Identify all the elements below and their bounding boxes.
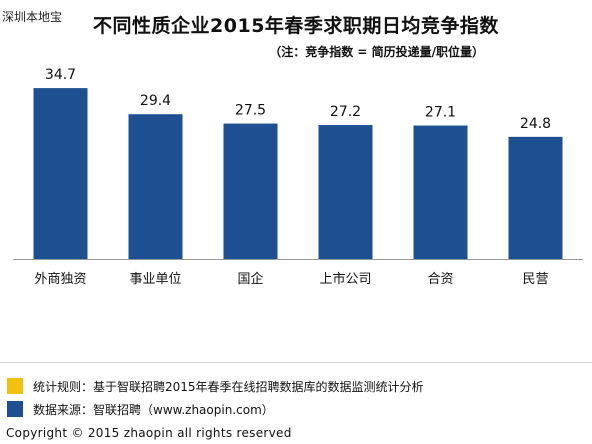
legend-swatch-blue — [7, 401, 23, 417]
bar-4 — [413, 125, 468, 259]
bar-chart: 34.7 外商独资 29.4 事业单位 27.5 国企 27.2 上市公司 27.1 合资 24.8… — [13, 67, 583, 287]
legend-swatch-yellow — [7, 378, 23, 394]
legend-text-rule: 统计规则：基于智联招聘2015年春季在线招聘数据库的数据监测统计分析 — [33, 379, 424, 394]
watermark-text: 深圳本地宝 — [2, 10, 63, 24]
x-tick-label-4: 合资 — [427, 272, 453, 287]
bar-value-label-2: 27.5 — [235, 103, 266, 119]
bar-value-label-1: 29.4 — [140, 93, 171, 109]
bar-2 — [223, 123, 278, 259]
bar-0 — [33, 88, 88, 259]
bar-value-label-0: 34.7 — [45, 67, 76, 83]
legend-row-rule: 统计规则：基于智联招聘2015年春季在线招聘数据库的数据监测统计分析 — [7, 377, 424, 395]
bar-1 — [128, 114, 183, 259]
legend-row-source: 数据来源：智联招聘（www.zhaopin.com） — [7, 400, 274, 418]
bar-value-label-3: 27.2 — [330, 104, 361, 120]
x-tick-label-2: 国企 — [237, 271, 263, 287]
legend-divider — [0, 362, 592, 363]
bar-value-label-4: 27.1 — [425, 105, 456, 121]
copyright-text: Copyright © 2015 zhaopin all rights rese… — [6, 426, 292, 440]
bar-value-label-5: 24.8 — [520, 116, 551, 132]
bar-3 — [318, 125, 373, 259]
bar-5 — [508, 136, 563, 259]
x-tick-label-5: 民营 — [522, 272, 548, 287]
x-tick-label-0: 外商独资 — [34, 272, 86, 287]
x-tick-label-3: 上市公司 — [319, 271, 371, 287]
chart-title: 不同性质企业2015年春季求职期日均竞争指数 — [93, 15, 499, 37]
x-tick-label-1: 事业单位 — [129, 272, 181, 287]
legend-text-source: 数据来源：智联招聘（www.zhaopin.com） — [33, 402, 274, 417]
chart-subtitle: （注：竞争指数 = 简历投递量/职位量） — [269, 45, 484, 59]
